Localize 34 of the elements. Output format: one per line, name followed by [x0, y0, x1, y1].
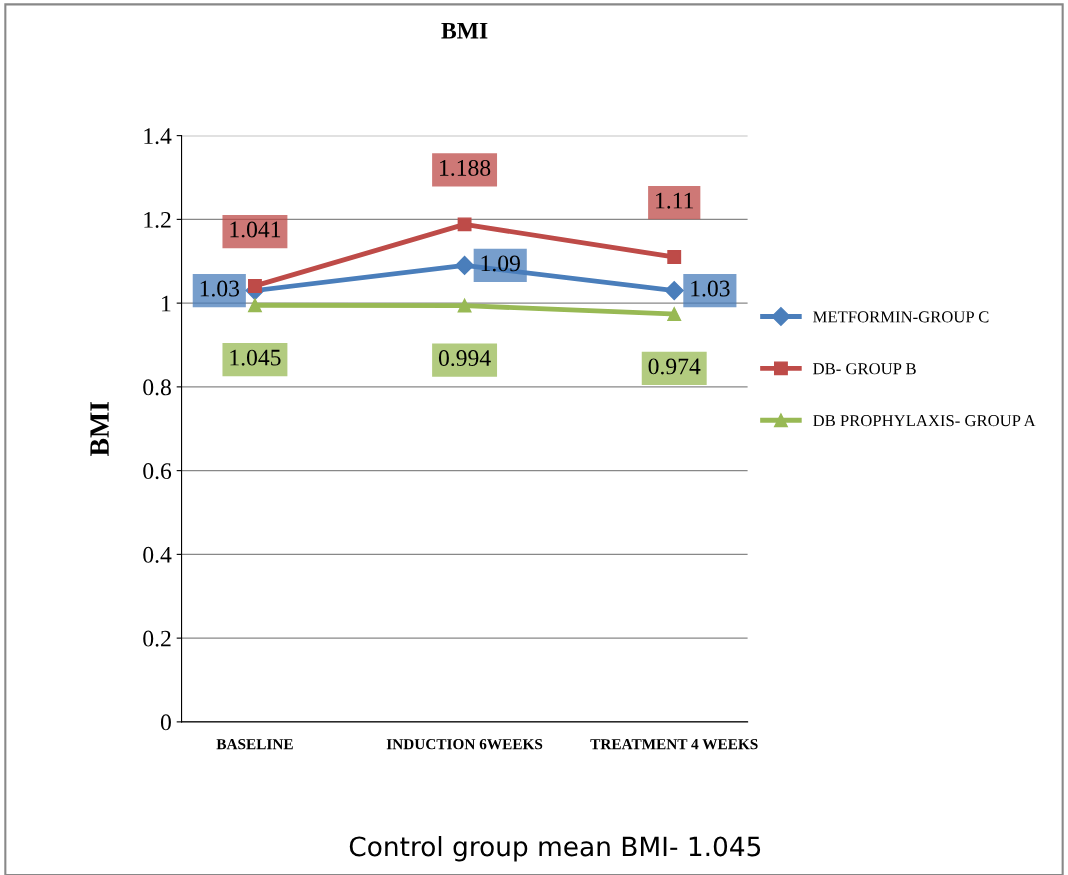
annotation: 1.045	[230, 349, 281, 366]
point	[247, 279, 262, 293]
x-tick-label: BASELINE	[216, 739, 293, 750]
legend-label: METFORMIN-GROUP C	[813, 311, 989, 323]
x-tick-label: TREATMENT 4 WEEKS	[590, 739, 758, 750]
y-tick-label: 0.8	[143, 379, 171, 396]
data-label: 1.041	[230, 221, 281, 238]
point	[455, 255, 475, 275]
point	[667, 307, 682, 321]
legend-label: DB PROPHYLAXIS- GROUP A	[813, 415, 1036, 427]
point	[457, 217, 472, 232]
data-label: 1.03	[691, 280, 730, 297]
data-label: 1.11	[656, 192, 694, 209]
data-label: 1.188	[440, 159, 491, 176]
y-tick-label: 1.4	[144, 128, 172, 145]
y-tick-label: 1.2	[144, 211, 171, 228]
legend-label: DB- GROUP B	[813, 363, 916, 375]
point	[457, 298, 472, 313]
data-label: 1.03	[200, 280, 240, 297]
y-tick-label: 0.6	[143, 463, 172, 480]
text: BMI	[90, 401, 109, 457]
y-tick-label: 0.4	[143, 546, 172, 563]
y-axis-title: BMI	[441, 22, 488, 39]
point	[247, 298, 262, 313]
y-tick-label: 0.2	[143, 630, 171, 647]
data-label: 1.09	[481, 255, 520, 272]
y-tick-label: 0	[160, 714, 171, 731]
data-label: 0.974	[648, 358, 701, 375]
point	[667, 250, 682, 265]
data-label: 0.994	[438, 350, 491, 367]
x-tick-label: INDUCTION 6WEEKS	[386, 739, 543, 750]
y-tick-label: 1	[162, 295, 171, 312]
point	[664, 281, 684, 301]
text: Control group mean BMI- 1.045	[349, 835, 761, 862]
